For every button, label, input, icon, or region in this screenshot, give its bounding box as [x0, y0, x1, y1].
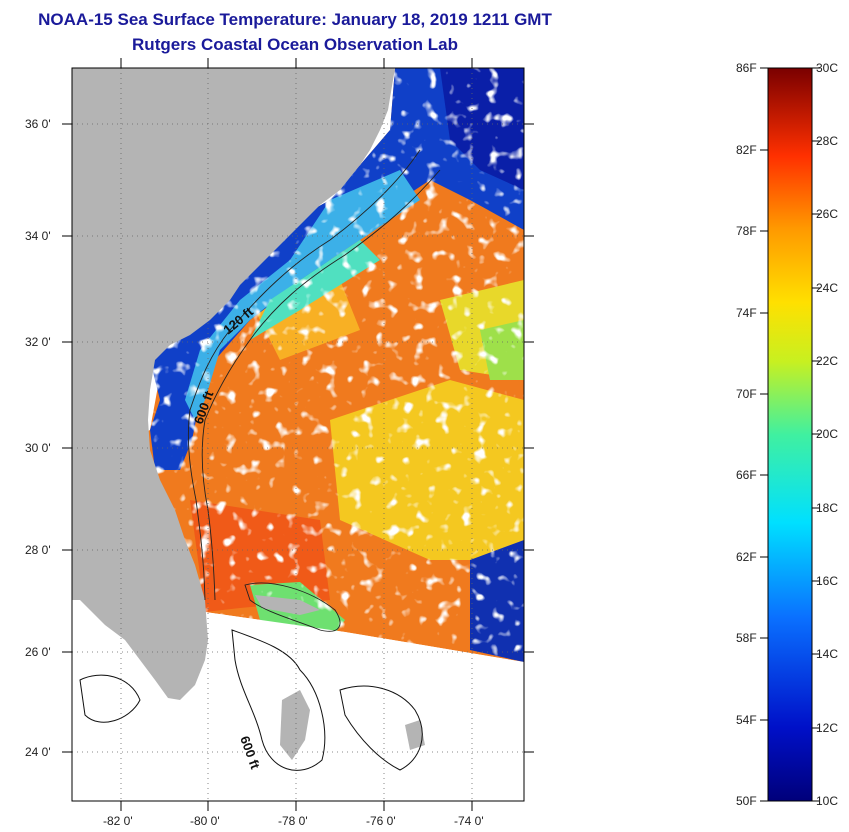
lat-label: 36 0': [25, 117, 51, 131]
colorbar-f-label: 54F: [736, 713, 757, 727]
colorbar-f-label: 50F: [736, 794, 757, 808]
colorbar-c-label: 28C: [816, 134, 839, 148]
lat-label: 32 0': [25, 335, 51, 349]
grid-lines: [72, 68, 524, 801]
lon-label: -76 0': [366, 814, 396, 828]
colorbar-ticks: [760, 67, 820, 802]
map-subtitle: Rutgers Coastal Ocean Observation Lab: [132, 35, 458, 54]
colorbar-f-label: 62F: [736, 550, 757, 564]
lon-label: -74 0': [454, 814, 484, 828]
colorbar-c-label: 22C: [816, 354, 839, 368]
lat-label: 26 0': [25, 645, 51, 659]
colorbar-c-label: 12C: [816, 721, 839, 735]
colorbar-c-label: 30C: [816, 61, 839, 75]
colorbar-c-label: 24C: [816, 281, 839, 295]
colorbar-f-label: 82F: [736, 143, 757, 157]
lat-label: 34 0': [25, 229, 51, 243]
land-us-southeast: [72, 68, 395, 700]
lat-label: 24 0': [25, 745, 51, 759]
colorbar-c-label: 10C: [816, 794, 839, 808]
colorbar: [767, 67, 813, 802]
lon-label: -78 0': [278, 814, 308, 828]
contour-120ft: [187, 149, 421, 601]
colorbar-f-label: 74F: [736, 306, 757, 320]
land-bahamas-andros: [280, 690, 310, 760]
land-bahamas-grand: [255, 595, 320, 615]
colorbar-c-label: 16C: [816, 574, 839, 588]
colorbar-c-label: 26C: [816, 207, 839, 221]
lon-label: -80 0': [190, 814, 220, 828]
colorbar-f-label: 78F: [736, 224, 757, 238]
lon-label: -82 0': [103, 814, 133, 828]
colorbar-c-label: 20C: [816, 427, 839, 441]
bahamas-bank-outline: [79, 629, 423, 771]
plot-frame: [71, 67, 525, 802]
colorbar-c-label: 18C: [816, 501, 839, 515]
colorbar-c-label: 14C: [816, 647, 839, 661]
lat-label: 28 0': [25, 543, 51, 557]
colorbar-f-label: 66F: [736, 468, 757, 482]
colorbar-f-label: 58F: [736, 631, 757, 645]
axis-ticks: [62, 58, 534, 811]
map-title: NOAA-15 Sea Surface Temperature: January…: [38, 10, 552, 29]
land-bahamas-eleuthera: [405, 720, 425, 750]
colorbar-f-label: 70F: [736, 387, 757, 401]
lat-label: 30 0': [25, 441, 51, 455]
contour-bahamas-600ft: [244, 582, 341, 632]
colorbar-f-label: 86F: [736, 61, 757, 75]
